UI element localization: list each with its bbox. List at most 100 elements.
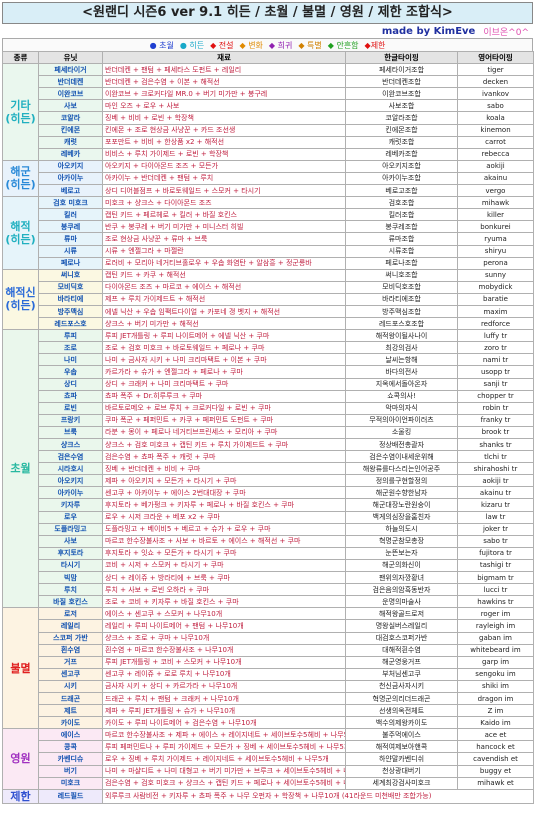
column-header: 유닛 <box>38 50 103 65</box>
materials: 미호크 + 샹크스 + 다이아몬드 조즈 <box>102 196 346 210</box>
korean-typing: 악마의자식 <box>345 401 458 415</box>
group-label: 해군 (히든) <box>2 159 39 198</box>
korean-typing: 쇼콕의사! <box>345 389 458 403</box>
korean-typing: 해군의화신이 <box>345 558 458 573</box>
row: 페로나 로러비 + 모리아 네거티브홀로우 + 우솝 화염탄 + 알삼흥 + 정군… <box>3 256 534 270</box>
korean-typing: 해군대장노란원숭이 <box>345 498 458 512</box>
korean-typing: 천신금사자시키 <box>345 679 458 693</box>
materials: 흰수염 + 마르코 한수장불사조 + 나무10개 <box>102 643 346 657</box>
english-typing: rayleigh im <box>457 619 534 633</box>
materials: 루피 JET개틀링 + 루피 나이트메어 + 에넬 닉산 + 쿠마 <box>102 329 346 343</box>
row: 아카이누 아카이누 + 반더데켄 + 팬텀 + 루치 아카이누조합 akainu <box>3 171 534 186</box>
row: 상디 상디 + 크래커 + 나미 크리마택트 + 쿠마 지옥에서돌아온자 sanji … <box>3 377 534 391</box>
legend-item: ◆ 특별 <box>298 40 322 50</box>
row: 바라티에 제프 + 루치 가이제드트 + 해적선 바라티에조합 baratie <box>3 292 534 306</box>
korean-typing: 레드포스호조합 <box>345 317 458 331</box>
materials: 로우 + 시저 크라운 + 베포 x2 + 쿠마 <box>102 510 346 524</box>
unit-name: 브룩 <box>38 425 103 440</box>
legend-item: ● 히든 <box>179 40 205 50</box>
materials: 쿠마 폭군 + 페퍼민트 + 카쿠 + 페퍼민트 도펀트 + 쿠마 <box>102 413 346 427</box>
english-typing: mihawk <box>457 196 534 210</box>
materials: 외루루크 사람비전 + 키자루 + 쵸파 폭주 + 나무 오펀자 + 학장책 +… <box>102 788 534 804</box>
materials: 에넬 닉산 + 우솝 임팩트다이얼 + 카포네 갱 벳지 + 해적선 <box>102 304 346 319</box>
row: 거프 루피 JET개틀링 + 코비 + 스모커 + 나무10개 해군영웅거프 garp… <box>3 655 534 669</box>
unit-name: 프랑키 <box>38 413 103 427</box>
materials: 제파 + 아오키지 + 모든가 + 타시기 + 쿠마 <box>102 474 346 488</box>
unit-name: 흰수염 <box>38 643 103 657</box>
legend: ● 초월 ● 히든 ◆ 전설 ◆ 변화 ◆ 희귀 ◆ 특별 ◆ 안흔함 ◆제한 <box>2 38 533 51</box>
materials: 반더데켄 + 팬텀 + 페세타스 도펀트 + 레일리 <box>102 63 346 77</box>
korean-typing: 부처님센고쿠 <box>345 667 458 681</box>
korean-typing: 명왕실버스레일리 <box>345 619 458 633</box>
row: 영원 에이스 마르코 한수장불사조 + 제파 + 에이스 + 레이지네트 + 세이브… <box>2 728 534 790</box>
korean-typing: 바다의전사 <box>345 365 458 379</box>
materials: 센고쿠 + 레이쥬 + 로로 루치 + 나무10개 <box>102 667 346 681</box>
made-by: made by KimEve <box>381 25 476 37</box>
materials: 마르코 한수장불사조 + 제파 + 에이스 + 레이지네트 + 세이브토수5헤비… <box>102 728 346 742</box>
row: 아카이누 센고쿠 + 아카이누 + 에이스 2번대대장 + 쿠마 해군원수향한남자 a… <box>3 486 534 500</box>
row: 우솝 카르가라 + 슈가 + 엔젤그라 + 페로나 + 쿠마 바다의전사 usopp … <box>3 365 534 379</box>
materials: 징베 + 비비 + 로빈 + 학장책 <box>102 111 346 125</box>
row: 킨에몬 킨에몬 + 조로 현상금 사냥꾼 + 카드 조선생 킨에몬조합 kinemon <box>3 123 534 137</box>
title: <원랜디 시즌6 ver 9.1 히든 / 초월 / 불멸 / 영원 / 제한 … <box>2 2 533 24</box>
english-typing: hawkins tr <box>457 595 534 609</box>
materials: 킨에몬 + 조로 현상금 사냥꾼 + 카드 조선생 <box>102 123 346 137</box>
materials: 금사자 시키 + 상디 + 카르가라 + 나무10개 <box>102 679 346 693</box>
korean-typing: 페로나조합 <box>345 256 458 270</box>
unit-name: 류마 <box>38 232 103 246</box>
english-typing: gaban im <box>457 631 534 645</box>
english-typing: buggy et <box>457 764 534 778</box>
korean-typing: 시류조합 <box>345 244 458 258</box>
row: 스코퍼 가반 샹크스 + 조로 + 쿠마 + 나무10개 대검호스코퍼가반 gaban… <box>3 631 534 645</box>
unit-name: 시류 <box>38 244 103 258</box>
group-label: 해적신 (히든) <box>2 268 39 331</box>
unit-name: 시라호시 <box>38 462 103 476</box>
unit-name: 조로 <box>38 341 103 355</box>
korean-typing: 눈뜬보는자 <box>345 546 458 560</box>
row: 도플라밍고 도플라밍고 + 베이비5 + 베르고 + 슈가 + 로우 + 쿠마 하늘… <box>3 522 534 536</box>
row: 시류 시류 + 엔젤그라 + 마젤란 시류조합 shiryu <box>3 244 534 258</box>
unit-name: 센고쿠 <box>38 667 103 681</box>
english-typing: tashigi tr <box>457 558 534 573</box>
korean-typing: 혁명군의리더드래곤 <box>345 691 458 706</box>
row: 해적신 (히든) 써니호 캡틴 키드 + 카쿠 + 해적선 써니호조합 sunny <box>2 268 534 331</box>
group-label: 초월 <box>2 329 39 609</box>
english-typing: aokiji tr <box>457 474 534 488</box>
row: 사보 마인 오즈 + 로우 + 사보 사보조합 sabo <box>3 99 534 113</box>
english-typing: Z im <box>457 704 534 718</box>
unit-name: 에이스 <box>38 728 103 742</box>
row: 로빈 바르토로메오 + 로브 루치 + 크로커다일 + 로빈 + 쿠마 악마의자식 r… <box>3 401 534 415</box>
unit-name: 카이도 <box>38 716 103 730</box>
korean-typing: 해군영웅거프 <box>345 655 458 669</box>
legend-item: ◆ 안흔함 <box>327 40 359 50</box>
row: 아오키지 제파 + 아오키지 + 모든가 + 타시기 + 쿠마 정의를구현할정의 ao… <box>3 474 534 488</box>
english-typing: aokiji <box>457 159 534 173</box>
materials: 시류 + 엔젤그라 + 마젤란 <box>102 244 346 258</box>
korean-typing: 날씨는항해 <box>345 353 458 367</box>
materials: 마인 오즈 + 로우 + 사보 <box>102 99 346 113</box>
row: 쵸파 쵸파 폭주 + Dr.히루루크 + 쿠마 쇼콕의사! chopper tr <box>3 389 534 403</box>
unit-name: 검호 미호크 <box>38 196 103 210</box>
english-typing: franky tr <box>457 413 534 427</box>
materials: 루피 페퍼민트나 + 루피 가이제드 + 모든가 + 징베 + 세이브토수5헤비… <box>102 740 346 754</box>
english-typing: decken <box>457 75 534 89</box>
row: 초월 루피 루피 JET개틀링 + 루피 나이트메어 + 에넬 닉산 + 쿠마 해적왕… <box>2 329 534 609</box>
unit-name: 도플라밍고 <box>38 522 103 536</box>
materials: 반쿠 + 봉쿠레 + 버기 미가만 + 미니스터 히빌 <box>102 220 346 234</box>
korean-typing: 아오키지조합 <box>345 159 458 173</box>
unit-name: 시키 <box>38 679 103 693</box>
unit-name: 아카이누 <box>38 486 103 500</box>
row: 센고쿠 센고쿠 + 레이쥬 + 로로 루치 + 나무10개 부처님센고쿠 sengok… <box>3 667 534 681</box>
unit-name: 나미 <box>38 353 103 367</box>
unit-name: 사보 <box>38 99 103 113</box>
english-typing: akainu tr <box>457 486 534 500</box>
korean-typing: 운명의마술사 <box>345 595 458 609</box>
row: 흰수염 흰수염 + 마르코 한수장불사조 + 나무10개 대해적흰수염 whitebe… <box>3 643 534 657</box>
korean-typing: 불주먹에이스 <box>345 728 458 742</box>
korean-typing: 모비딕호조합 <box>345 280 458 294</box>
row: 반더데켄 반더데켄 + 검은수염 + 이본 + 해적선 반더데켄조합 decken <box>3 75 534 89</box>
materials: 조로 + 코비 + 키자루 + 바질 호킨스 + 쿠마 <box>102 595 346 609</box>
english-typing: tiger <box>457 63 534 77</box>
korean-typing: 해적여제보아핸콕 <box>345 740 458 754</box>
group-label: 불멸 <box>2 607 39 730</box>
